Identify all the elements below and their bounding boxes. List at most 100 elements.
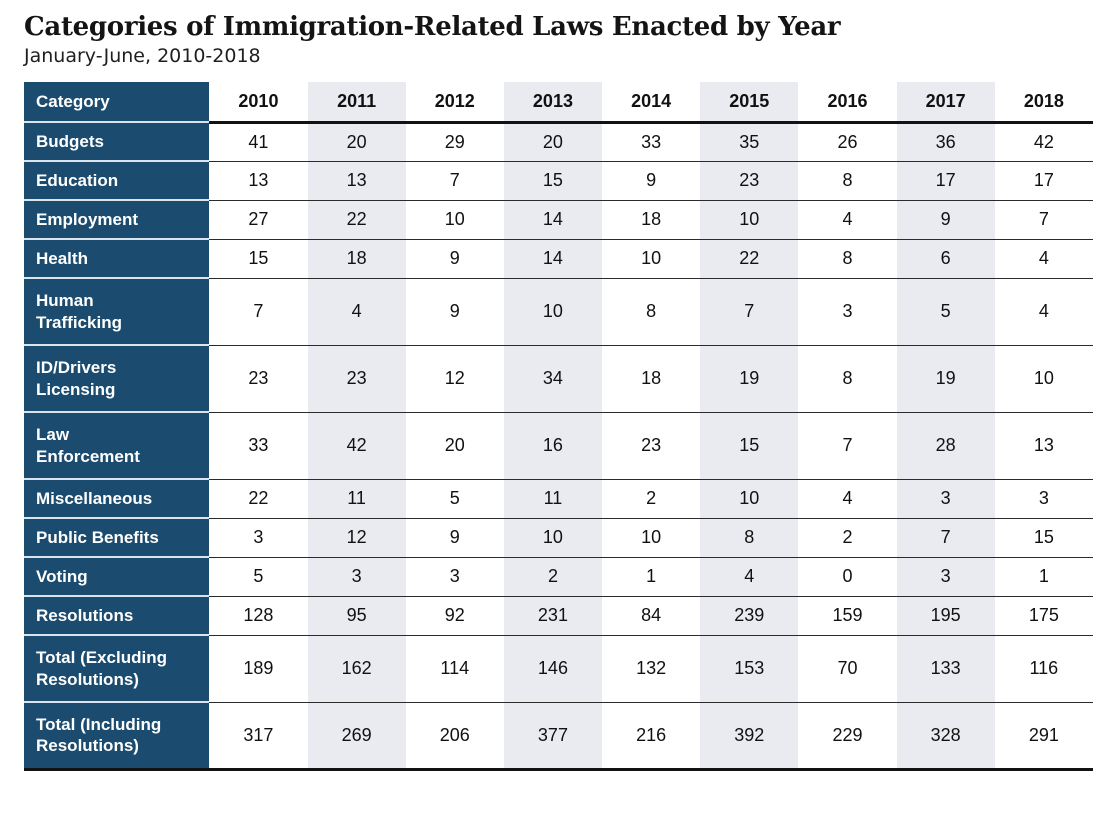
category-cell: Health: [24, 239, 210, 279]
value-cell: 84: [602, 596, 701, 636]
value-cell: 229: [798, 702, 897, 770]
value-cell: 3: [798, 278, 897, 346]
value-cell: 10: [700, 200, 799, 240]
value-cell: 14: [503, 200, 603, 240]
value-cell: 20: [405, 412, 504, 480]
value-cell: 70: [798, 635, 897, 703]
value-cell: 4: [307, 278, 406, 346]
value-cell: 13: [209, 161, 308, 201]
table-row: Total (Excluding Resolutions) 189 162 114 14…: [24, 635, 1093, 703]
value-cell: 15: [209, 239, 308, 279]
value-cell: 7: [700, 278, 799, 346]
year-header: 2017: [896, 82, 995, 124]
value-cell: 15: [503, 161, 603, 201]
table-row: Law Enforcement 33 42 20 16 23 15 7 28 13: [24, 412, 1093, 480]
year-header: 2011: [307, 82, 406, 124]
value-cell: 231: [503, 596, 603, 636]
value-cell: 9: [405, 239, 504, 279]
category-cell: Total (Excluding Resolutions): [24, 635, 210, 703]
value-cell: 159: [798, 596, 897, 636]
value-cell: 6: [896, 239, 995, 279]
value-cell: 162: [307, 635, 406, 703]
value-cell: 4: [798, 200, 897, 240]
value-cell: 18: [602, 200, 701, 240]
value-cell: 8: [700, 518, 799, 558]
table-row: Budgets 41 20 29 20 33 35 26 36 42: [24, 122, 1093, 162]
value-cell: 12: [405, 345, 504, 413]
value-cell: 42: [994, 122, 1093, 162]
value-cell: 2: [798, 518, 897, 558]
value-cell: 33: [602, 122, 701, 162]
year-header: 2018: [994, 82, 1093, 124]
value-cell: 8: [602, 278, 701, 346]
value-cell: 27: [209, 200, 308, 240]
category-cell: Education: [24, 161, 210, 201]
value-cell: 10: [994, 345, 1093, 413]
value-cell: 14: [503, 239, 603, 279]
value-cell: 29: [405, 122, 504, 162]
value-cell: 19: [896, 345, 995, 413]
value-cell: 20: [503, 122, 603, 162]
value-cell: 15: [994, 518, 1093, 558]
value-cell: 7: [405, 161, 504, 201]
value-cell: 20: [307, 122, 406, 162]
value-cell: 10: [602, 239, 701, 279]
value-cell: 16: [503, 412, 603, 480]
category-column-header: Category: [24, 82, 210, 123]
page-title: Categories of Immigration-Related Laws E…: [24, 12, 841, 42]
value-cell: 33: [209, 412, 308, 480]
value-cell: 1: [602, 557, 701, 597]
value-cell: 42: [307, 412, 406, 480]
value-cell: 17: [994, 161, 1093, 201]
value-cell: 3: [405, 557, 504, 597]
value-cell: 114: [405, 635, 504, 703]
value-cell: 18: [602, 345, 701, 413]
value-cell: 10: [700, 479, 799, 519]
value-cell: 22: [307, 200, 406, 240]
value-cell: 7: [896, 518, 995, 558]
value-cell: 23: [209, 345, 308, 413]
value-cell: 28: [896, 412, 995, 480]
value-cell: 7: [798, 412, 897, 480]
value-cell: 146: [503, 635, 603, 703]
value-cell: 8: [798, 161, 897, 201]
value-cell: 7: [209, 278, 308, 346]
value-cell: 23: [700, 161, 799, 201]
category-cell: Budgets: [24, 122, 210, 162]
immigration-laws-table: Category 2010 2011 2012 2013 2014 2015 2016 201…: [24, 82, 1093, 771]
value-cell: 2: [602, 479, 701, 519]
category-cell: Public Benefits: [24, 518, 210, 558]
category-cell: Human Trafficking: [24, 278, 210, 346]
page-subtitle: January-June, 2010-2018: [24, 45, 261, 67]
category-cell: Law Enforcement: [24, 412, 210, 480]
value-cell: 10: [503, 518, 603, 558]
value-cell: 9: [602, 161, 701, 201]
category-cell: Employment: [24, 200, 210, 240]
value-cell: 15: [700, 412, 799, 480]
table-row: Resolutions 128 95 92 231 84 239 159 195 175: [24, 596, 1093, 636]
value-cell: 195: [896, 596, 995, 636]
value-cell: 175: [994, 596, 1093, 636]
table-row: ID/Drivers Licensing 23 23 12 34 18 19 8 19 10: [24, 345, 1093, 413]
year-header: 2014: [602, 82, 701, 124]
value-cell: 18: [307, 239, 406, 279]
value-cell: 4: [994, 278, 1093, 346]
table-row: Voting 5 3 3 2 1 4 0 3 1: [24, 557, 1093, 597]
table-row: Total (Including Resolutions) 317 269 206 37…: [24, 702, 1093, 770]
value-cell: 10: [405, 200, 504, 240]
value-cell: 10: [503, 278, 603, 346]
value-cell: 36: [896, 122, 995, 162]
year-header: 2016: [798, 82, 897, 124]
value-cell: 3: [896, 479, 995, 519]
year-header: 2015: [700, 82, 799, 124]
value-cell: 377: [503, 702, 603, 770]
value-cell: 1: [994, 557, 1093, 597]
value-cell: 3: [307, 557, 406, 597]
value-cell: 34: [503, 345, 603, 413]
table-header: Category 2010 2011 2012 2013 2014 2015 2016 201…: [24, 82, 1093, 124]
value-cell: 92: [405, 596, 504, 636]
value-cell: 9: [896, 200, 995, 240]
header-row: Category 2010 2011 2012 2013 2014 2015 2016 201…: [24, 82, 1093, 124]
value-cell: 239: [700, 596, 799, 636]
value-cell: 22: [209, 479, 308, 519]
